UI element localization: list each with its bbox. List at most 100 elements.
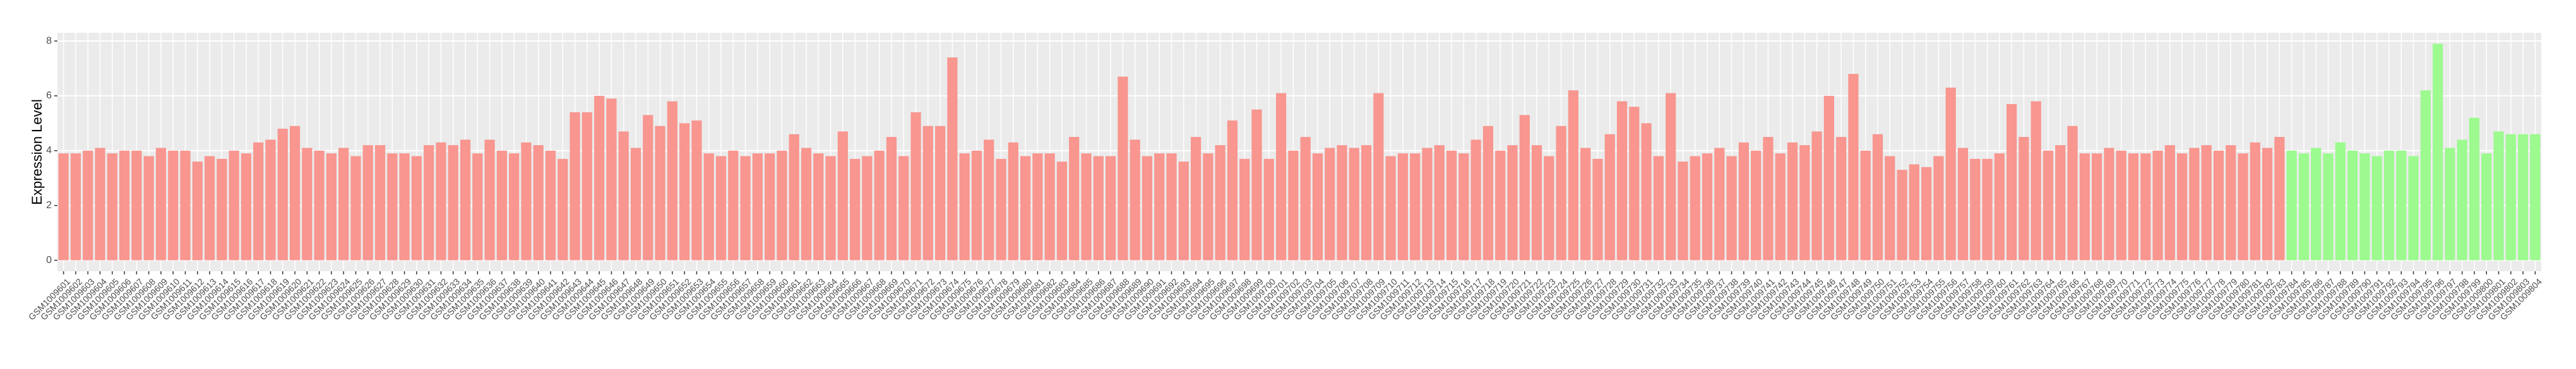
bar bbox=[765, 153, 775, 261]
bar bbox=[1848, 74, 1859, 261]
bar bbox=[436, 142, 446, 261]
bar bbox=[533, 145, 544, 261]
bar bbox=[643, 115, 653, 261]
bar bbox=[703, 153, 714, 261]
bar bbox=[1653, 156, 1664, 261]
bar bbox=[874, 150, 885, 261]
bar bbox=[472, 153, 483, 261]
bar bbox=[1263, 158, 1274, 261]
bar bbox=[1690, 156, 1700, 261]
bar bbox=[314, 150, 325, 261]
bar bbox=[1361, 145, 1372, 261]
bar bbox=[996, 158, 1006, 261]
bar bbox=[569, 112, 580, 261]
y-axis-label: Expression Level bbox=[29, 99, 45, 205]
bar bbox=[155, 148, 167, 261]
bar bbox=[1373, 93, 1384, 261]
bar bbox=[1337, 145, 1347, 261]
bar bbox=[2152, 150, 2163, 261]
bar bbox=[1397, 153, 1409, 261]
bar bbox=[180, 150, 191, 261]
bar bbox=[411, 156, 422, 261]
bar bbox=[2298, 153, 2310, 261]
bar bbox=[1970, 158, 1981, 261]
axes: 02468GSM1009601GSM1009602GSM1009603GSM10… bbox=[27, 35, 2544, 322]
bar bbox=[2030, 101, 2041, 261]
bar bbox=[618, 131, 629, 261]
bar bbox=[862, 156, 873, 261]
bar bbox=[2250, 142, 2260, 261]
bar bbox=[667, 101, 677, 261]
bar bbox=[2007, 103, 2017, 261]
bar bbox=[1982, 158, 1993, 261]
bar bbox=[850, 158, 861, 261]
bar bbox=[728, 150, 739, 261]
bar bbox=[289, 126, 301, 261]
bar bbox=[1458, 153, 1469, 261]
bar bbox=[655, 126, 665, 261]
bar bbox=[594, 95, 605, 261]
bar bbox=[2396, 150, 2407, 261]
bar bbox=[2226, 145, 2236, 261]
bar bbox=[119, 150, 130, 261]
bar bbox=[2116, 150, 2126, 261]
bar bbox=[2128, 153, 2139, 261]
bar bbox=[947, 57, 958, 261]
bar bbox=[1056, 161, 1068, 261]
bar bbox=[2420, 90, 2431, 261]
bar bbox=[2371, 156, 2382, 261]
bar bbox=[1531, 145, 1542, 261]
bar bbox=[959, 153, 970, 261]
bar bbox=[2481, 153, 2492, 261]
bar bbox=[350, 156, 361, 261]
bar bbox=[691, 120, 702, 261]
bar bbox=[1580, 148, 1591, 261]
bar bbox=[1349, 148, 1359, 261]
bar bbox=[374, 145, 386, 261]
bar bbox=[131, 150, 142, 261]
bar bbox=[484, 139, 495, 261]
bar bbox=[1604, 134, 1615, 261]
bar bbox=[2238, 153, 2248, 261]
bar bbox=[898, 156, 909, 261]
bar bbox=[1446, 150, 1457, 261]
bar bbox=[58, 153, 69, 261]
bar bbox=[1069, 137, 1080, 261]
bar bbox=[2517, 134, 2529, 261]
bar bbox=[1118, 76, 1128, 261]
bar bbox=[1921, 167, 1932, 261]
bar bbox=[302, 148, 313, 261]
bar bbox=[204, 156, 215, 261]
bar bbox=[752, 153, 763, 261]
bar bbox=[1081, 153, 1092, 261]
bar bbox=[1592, 158, 1603, 261]
bar bbox=[1325, 148, 1335, 261]
bar bbox=[1482, 126, 1494, 261]
bar bbox=[1130, 139, 1140, 261]
panel bbox=[57, 33, 2541, 271]
bar bbox=[253, 142, 264, 261]
bar bbox=[2079, 153, 2090, 261]
bar bbox=[448, 145, 458, 261]
bar bbox=[1410, 153, 1421, 261]
bar bbox=[715, 156, 727, 261]
bar bbox=[192, 161, 203, 261]
bar bbox=[1519, 115, 1530, 261]
bar bbox=[1666, 93, 1676, 261]
bar bbox=[95, 148, 105, 261]
bar bbox=[1178, 161, 1189, 261]
bar bbox=[1251, 109, 1262, 261]
bar bbox=[1763, 137, 1774, 261]
bar bbox=[1556, 126, 1566, 261]
bar bbox=[2469, 117, 2480, 261]
bar bbox=[1787, 142, 1798, 261]
bar bbox=[424, 145, 434, 261]
bar bbox=[581, 112, 592, 261]
bar bbox=[1678, 161, 1688, 261]
bar bbox=[1190, 137, 1202, 261]
bar bbox=[1105, 156, 1116, 261]
bar bbox=[910, 112, 921, 261]
bar bbox=[83, 150, 93, 261]
bar bbox=[1227, 120, 1238, 261]
